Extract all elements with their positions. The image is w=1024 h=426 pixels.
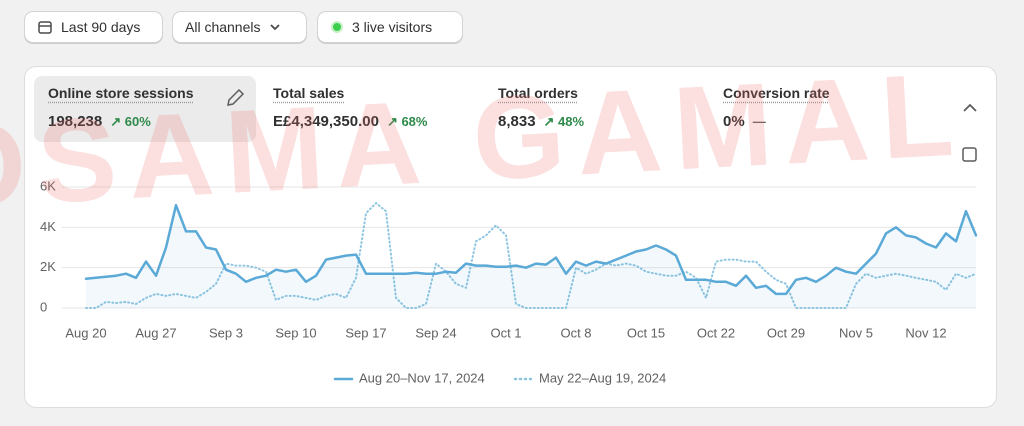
metric-change: —: [752, 114, 766, 129]
x-tick-label: Sep 10: [275, 325, 316, 340]
button-label: 3 live visitors: [352, 19, 433, 35]
legend-label: May 22–Aug 19, 2024: [539, 370, 666, 385]
metric-tab: Total orders 8,833 ↗ 48%: [484, 76, 706, 142]
chevron-down: [269, 24, 280, 31]
inspect-icon[interactable]: [962, 147, 977, 162]
x-tick-label: Sep 3: [209, 325, 243, 340]
metric-label: Online store sessions: [48, 85, 194, 101]
x-tick-label: Oct 22: [697, 325, 735, 340]
collapse-icon[interactable]: [963, 103, 977, 112]
metric-change: ↗ 68%: [386, 113, 428, 129]
y-tick-label: 6K: [40, 178, 56, 193]
x-tick-label: Oct 29: [767, 325, 805, 340]
x-tick-label: Sep 24: [415, 325, 456, 340]
live-dot: [331, 21, 343, 33]
series-line: [84, 203, 978, 296]
x-tick-label: Aug 27: [135, 325, 176, 340]
metric-change: ↗ 48%: [543, 113, 585, 129]
y-tick-label: 0: [40, 299, 47, 314]
metric-label: Conversion rate: [723, 85, 830, 101]
metric-tab: Total sales E£4,349,350.00 ↗ 68%: [259, 76, 481, 142]
metric-value: E£4,349,350.00: [273, 113, 379, 130]
metric-row: 0% —: [723, 113, 917, 130]
metric-tab: Conversion rate 0% —: [709, 76, 931, 142]
x-tick-label: Aug 20: [65, 325, 106, 340]
date-range-button[interactable]: Last 90 days: [24, 11, 163, 43]
series-line: [85, 202, 977, 309]
calendar-icon: [38, 21, 52, 34]
metric-label: Total orders: [498, 85, 578, 101]
button-label: All channels: [185, 19, 261, 35]
y-tick-label: 2K: [40, 259, 56, 274]
metric-change: ↗ 60%: [110, 113, 151, 129]
metric-value: 198,238: [48, 113, 103, 130]
metric-value: 0%: [723, 113, 745, 130]
x-tick-label: Nov 5: [839, 325, 873, 340]
button-label: Last 90 days: [61, 19, 141, 35]
x-tick-label: Nov 12: [905, 325, 946, 340]
metric-tab[interactable]: Online store sessions 198,238 ↗ 60%: [34, 76, 256, 142]
x-tick-label: Sep 17: [345, 325, 386, 340]
area-fill: [86, 205, 976, 308]
edit-icon[interactable]: [227, 88, 245, 106]
metric-row: 198,238 ↗ 60%: [48, 113, 242, 130]
watermark: OSAMA GAMAL: [0, 48, 968, 234]
x-tick-label: Oct 8: [560, 325, 591, 340]
live-visitors-button[interactable]: 3 live visitors: [317, 11, 463, 43]
channels-button[interactable]: All channels: [172, 11, 307, 43]
metric-row: E£4,349,350.00 ↗ 68%: [273, 113, 467, 130]
legend-label: Aug 20–Nov 17, 2024: [359, 370, 485, 385]
x-tick-label: Oct 15: [627, 325, 665, 340]
metric-row: 8,833 ↗ 48%: [498, 113, 692, 130]
metric-value: 8,833: [498, 113, 536, 130]
metric-label: Total sales: [273, 85, 345, 101]
x-tick-label: Oct 1: [490, 325, 521, 340]
y-tick-label: 4K: [40, 219, 56, 234]
